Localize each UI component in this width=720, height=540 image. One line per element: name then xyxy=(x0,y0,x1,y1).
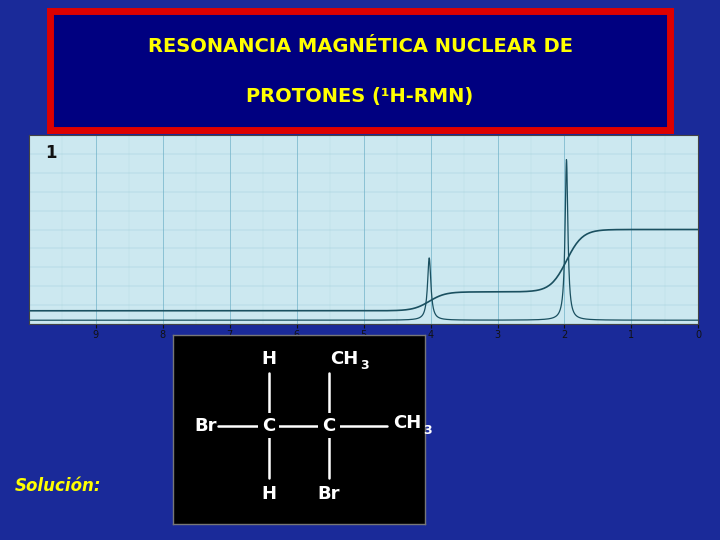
Text: H: H xyxy=(261,350,276,368)
Text: C: C xyxy=(323,416,336,435)
Text: PROTONES (¹H-RMN): PROTONES (¹H-RMN) xyxy=(246,87,474,106)
Text: Br: Br xyxy=(318,484,341,503)
Text: C: C xyxy=(262,416,275,435)
Text: 1: 1 xyxy=(45,144,57,161)
Text: Br: Br xyxy=(194,416,217,435)
Text: H: H xyxy=(261,484,276,503)
Text: 3: 3 xyxy=(423,424,432,437)
Text: CH: CH xyxy=(393,414,421,431)
Text: Solución:: Solución: xyxy=(14,477,101,495)
Text: CH: CH xyxy=(330,350,359,368)
Text: 3: 3 xyxy=(361,360,369,373)
Text: RESONANCIA MAGNÉTICA NUCLEAR DE: RESONANCIA MAGNÉTICA NUCLEAR DE xyxy=(148,37,572,56)
